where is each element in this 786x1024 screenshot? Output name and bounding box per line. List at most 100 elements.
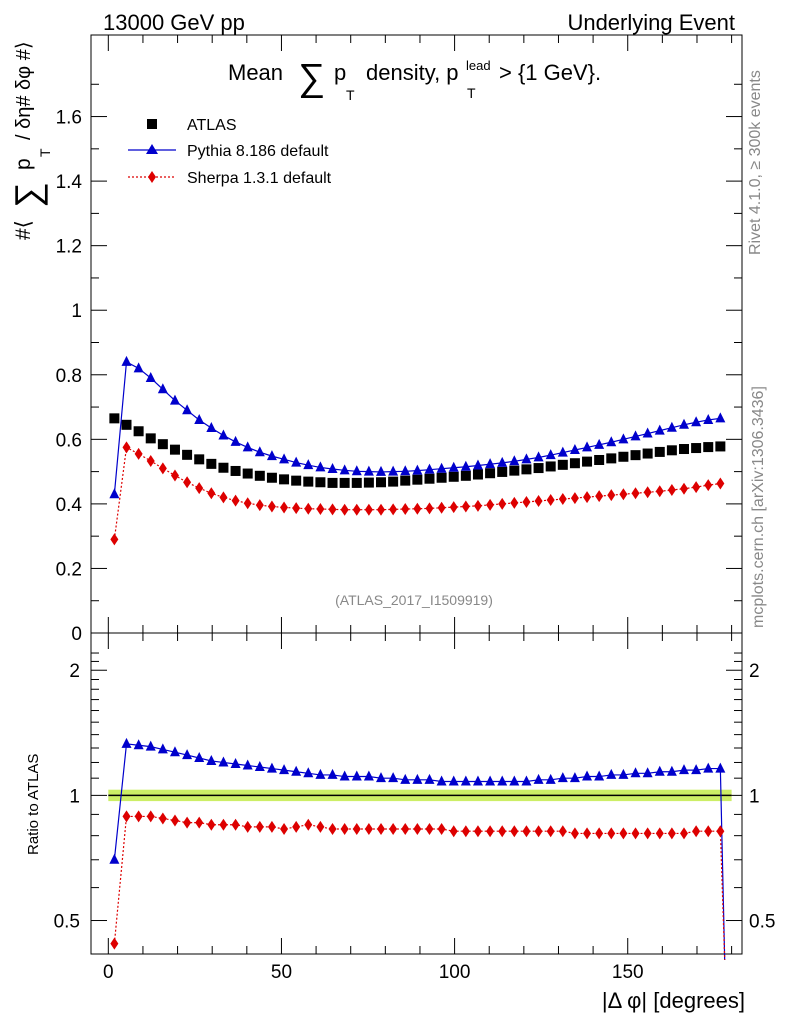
main-ytick-label: 0.2 [56, 559, 82, 580]
ratio-point-1 [425, 823, 434, 836]
main-point-1 [497, 456, 508, 467]
main-point-0 [594, 454, 605, 465]
ratio-point-1 [195, 816, 204, 829]
x-axis-label: |Δ φ| [degrees] [602, 988, 745, 1013]
xtick-label: 150 [612, 962, 644, 983]
main-point-1 [254, 446, 265, 457]
ratio-point-0 [303, 767, 314, 778]
ratio-point-0 [121, 737, 132, 748]
main-point-2 [122, 441, 131, 454]
ratio-point-1 [655, 827, 664, 840]
main-point-0 [400, 475, 411, 486]
main-point-2 [377, 503, 386, 516]
header-left: 13000 GeV pp [103, 10, 245, 35]
main-point-0 [533, 463, 544, 474]
ratio-point-1 [255, 820, 264, 833]
ratio-point-0 [630, 767, 641, 778]
main-point-2 [389, 503, 398, 516]
main-point-2 [716, 477, 725, 490]
ratio-point-0 [254, 761, 265, 772]
main-point-0 [315, 477, 326, 488]
main-point-1 [412, 464, 423, 475]
main-point-2 [461, 500, 470, 513]
main-point-1 [121, 355, 132, 366]
main-title-sum: ∑ [298, 57, 325, 99]
ratio-point-1 [437, 823, 446, 836]
header-right: Underlying Event [567, 10, 735, 35]
ratio-point-0 [666, 765, 677, 776]
ratio-point-0 [242, 759, 253, 770]
ylabel-sub-t: T [37, 148, 53, 157]
main-point-0 [678, 444, 689, 455]
main-point-1 [169, 394, 180, 405]
main-point-0 [412, 474, 423, 485]
main-point-2 [134, 447, 143, 460]
ratio-point-1 [607, 827, 616, 840]
main-point-1 [703, 413, 714, 424]
main-point-1 [279, 453, 290, 464]
main-point-2 [546, 494, 555, 507]
main-series [109, 355, 726, 546]
ratio-point-1 [619, 827, 628, 840]
ratio-line-1 [113, 815, 726, 961]
ratio-point-0 [133, 739, 144, 750]
main-point-1 [351, 465, 362, 476]
main-point-1 [194, 413, 205, 424]
main-point-0 [557, 459, 568, 470]
ratio-point-1 [546, 825, 555, 838]
main-point-2 [243, 497, 252, 510]
main-point-1 [145, 372, 156, 383]
main-point-2 [425, 502, 434, 515]
ratio-point-0 [230, 757, 241, 768]
ratio-point-1 [692, 825, 701, 838]
main-point-0 [303, 476, 314, 487]
ratio-point-1 [401, 823, 410, 836]
ratio-ylabel: Ratio to ATLAS [25, 754, 42, 855]
ratio-point-1 [486, 825, 495, 838]
ratio-point-0 [291, 765, 302, 776]
ratio-frame [90, 632, 743, 955]
main-point-0 [715, 441, 726, 452]
main-point-1 [109, 488, 120, 499]
main-point-2 [692, 481, 701, 494]
main-point-0 [145, 433, 156, 444]
ratio-point-0 [109, 853, 120, 864]
main-ytick-label: 1.4 [56, 172, 83, 193]
main-point-1 [618, 433, 629, 444]
xtick-label: 50 [271, 962, 292, 983]
ratio-point-1 [643, 827, 652, 840]
ratio-point-1 [158, 812, 167, 825]
main-point-0 [460, 470, 471, 481]
ratio-point-0 [400, 773, 411, 784]
main-point-0 [666, 445, 677, 456]
main-point-1 [472, 459, 483, 470]
main-point-2 [595, 490, 604, 503]
ratio-point-1 [110, 937, 119, 950]
ratio-point-0 [206, 754, 217, 765]
main-point-2 [631, 487, 640, 500]
ratio-point-1 [146, 810, 155, 823]
main-point-0 [230, 465, 241, 476]
main-point-1 [327, 463, 338, 474]
main-point-1 [436, 462, 447, 473]
ratio-point-1 [304, 818, 313, 831]
xtick-label: 0 [103, 962, 114, 983]
main-point-2 [207, 487, 216, 500]
main-point-0 [339, 477, 350, 488]
main-point-2 [534, 494, 543, 507]
ratio-point-1 [231, 818, 240, 831]
main-point-2 [231, 494, 240, 507]
ratio-ytick-label-right: 0.5 [749, 912, 775, 933]
main-point-0 [448, 471, 459, 482]
ratio-point-1 [389, 823, 398, 836]
main-point-2 [570, 492, 579, 505]
main-point-2 [413, 502, 422, 515]
main-point-2 [643, 486, 652, 499]
legend-marker-pythia [146, 144, 158, 154]
main-point-2 [292, 502, 301, 515]
ratio-ytick-label-left: 0.5 [54, 912, 80, 933]
ratio-point-0 [448, 775, 459, 786]
ratio-point-1 [134, 810, 143, 823]
ratio-point-0 [533, 773, 544, 784]
